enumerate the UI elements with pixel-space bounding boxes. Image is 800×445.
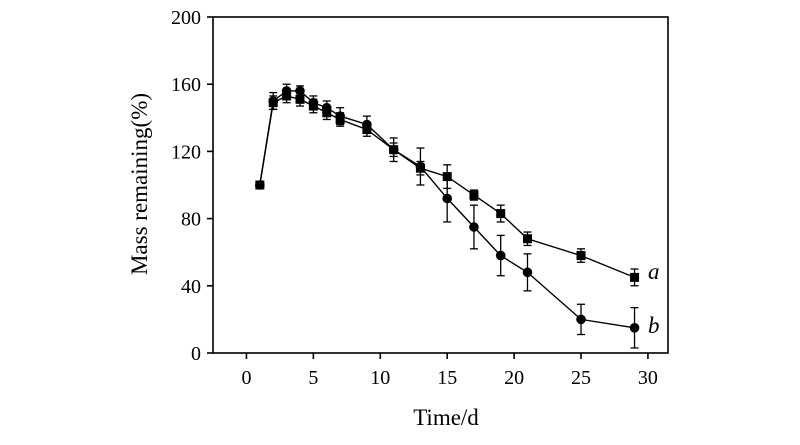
data-point-b (495, 250, 506, 261)
axes (207, 16, 669, 359)
data-point-a (496, 209, 506, 219)
data-point-b (308, 97, 319, 108)
data-point-b (522, 267, 533, 278)
data-point-b (388, 144, 399, 155)
data-point-b (335, 111, 345, 121)
data-point-a (322, 108, 332, 118)
data-point-b (415, 161, 426, 172)
series-label-a: a (648, 259, 660, 284)
data-point-a (362, 125, 372, 135)
x-tick-label: 30 (638, 367, 658, 389)
series-line-a (259, 95, 635, 279)
data-point-a (522, 234, 532, 244)
x-tick-label: 10 (370, 367, 390, 389)
error-bars (269, 83, 639, 349)
data-point-b (268, 96, 279, 106)
y-tick-label: 160 (171, 74, 201, 96)
data-point-a (282, 91, 292, 101)
x-tick-label: 15 (437, 367, 457, 389)
series-label-b: b (648, 313, 660, 338)
x-tick-label: 25 (571, 367, 591, 389)
data-point-b (255, 180, 265, 190)
data-point-a (295, 94, 305, 104)
x-axis-label: Time/d (413, 405, 479, 430)
data-point-b (442, 193, 452, 204)
data-point-a (442, 172, 452, 182)
data-point-b (281, 86, 292, 96)
data-point-b (629, 323, 640, 333)
data-point-b (469, 222, 479, 232)
tick-labels: 0 5 10 15 20 25 30 0 40 80 120 160 200 (171, 7, 658, 389)
series-lines (259, 90, 635, 329)
y-tick-label: 80 (181, 209, 201, 231)
y-tick-label: 120 (171, 141, 201, 163)
data-point-b (576, 314, 586, 325)
y-axis-label: Mass remaining(%) (127, 93, 152, 275)
x-tick-label: 5 (308, 367, 318, 389)
data-point-a (469, 190, 479, 200)
series-line-b (259, 90, 635, 329)
x-tick-label: 0 (241, 367, 251, 389)
data-point-a (630, 272, 640, 282)
plot-frame (212, 16, 669, 354)
data-point-b (295, 86, 305, 96)
y-tick-label: 0 (191, 343, 201, 365)
y-tick-label: 40 (181, 276, 201, 298)
x-tick-label: 20 (504, 367, 524, 389)
y-tick-label: 200 (171, 7, 201, 29)
data-point-b (321, 102, 332, 113)
data-points (255, 86, 640, 333)
data-point-a (576, 251, 586, 261)
data-point-b (362, 119, 372, 130)
